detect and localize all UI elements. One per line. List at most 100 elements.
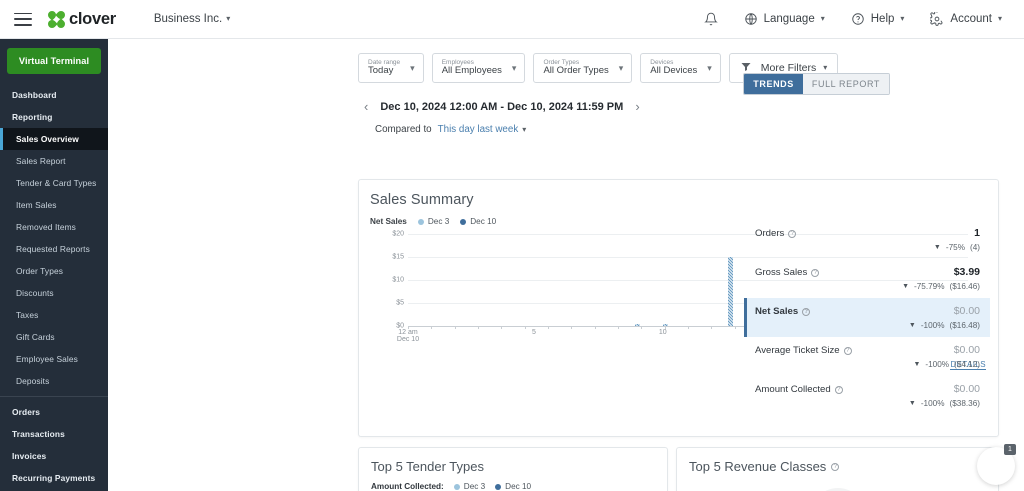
x-axis-label: 5 xyxy=(532,329,536,336)
compared-to-row: Compared to This day last week ▾ xyxy=(108,114,1024,135)
top-navigation-bar: clover Business Inc. ▾ Language ▾ xyxy=(0,0,1024,39)
trend-down-icon: ▼ xyxy=(902,283,909,290)
x-axis-tickmark xyxy=(548,326,549,329)
info-icon[interactable]: ? xyxy=(843,346,852,355)
info-icon[interactable]: ? xyxy=(811,268,820,277)
main-content: Date range Today ▾ Employees All Employees ▾ O… xyxy=(108,39,1024,491)
metric-delta-pct: -75.79% xyxy=(914,282,945,291)
account-label: Account xyxy=(950,13,992,25)
filter-employees[interactable]: Employees All Employees ▾ xyxy=(431,53,526,83)
filter-devices[interactable]: Devices All Devices ▾ xyxy=(640,53,721,83)
x-axis-tickmark xyxy=(454,326,456,329)
hamburger-icon[interactable] xyxy=(14,12,32,26)
metric-value: $0.00 xyxy=(953,305,980,317)
chevron-down-icon: ▾ xyxy=(618,62,624,73)
legend-swatch-icon xyxy=(460,218,467,225)
business-name: Business Inc. xyxy=(153,13,223,25)
sidebar-item-deposits[interactable]: Deposits xyxy=(16,376,50,386)
tender-card-title: Top 5 Tender Types xyxy=(371,459,484,474)
filter-label: Order Types xyxy=(543,58,580,66)
language-menu[interactable]: Language ▾ xyxy=(744,12,825,26)
gridline xyxy=(408,303,968,304)
sidebar-item-discounts[interactable]: Discounts xyxy=(16,288,54,298)
metric-delta-pct: -100% xyxy=(920,399,945,408)
sidebar-item-sales-overview[interactable]: Sales Overview xyxy=(0,128,108,150)
sidebar-item-order-types[interactable]: Order Types xyxy=(16,266,64,276)
tender-legend: Amount Collected: Dec 3 Dec 10 xyxy=(359,474,667,491)
chevron-down-icon: ▾ xyxy=(823,63,828,72)
metric-value: $0.00 xyxy=(953,383,980,395)
details-link[interactable]: DETAILS xyxy=(950,360,986,370)
metric-label: Average Ticket Size xyxy=(755,345,840,356)
virtual-terminal-button[interactable]: Virtual Terminal xyxy=(7,48,101,74)
filter-order-types[interactable]: Order Types All Order Types ▾ xyxy=(533,53,633,83)
info-icon[interactable]: ? xyxy=(802,307,811,316)
filter-value: All Devices xyxy=(650,65,698,77)
sidebar-item-sales-report[interactable]: Sales Report xyxy=(16,156,66,166)
info-icon[interactable]: ? xyxy=(788,229,797,238)
sidebar-item-orders[interactable]: Orders xyxy=(12,407,41,417)
info-icon[interactable]: ? xyxy=(834,385,843,394)
sidebar-divider xyxy=(0,396,108,397)
help-label: Help xyxy=(870,13,895,25)
compared-to-value: This day last week xyxy=(437,124,519,135)
sidebar-item-invoices[interactable]: Invoices xyxy=(12,451,47,461)
next-date-button[interactable]: › xyxy=(635,99,640,114)
sidebar-item-transactions[interactable]: Transactions xyxy=(12,429,65,439)
sidebar-item-taxes[interactable]: Taxes xyxy=(16,310,39,320)
sidebar-item-recurring-payments[interactable]: Recurring Payments xyxy=(12,473,96,483)
legend-swatch-icon xyxy=(417,218,424,225)
metrics-list: Orders? 1 ▼ -75% (4) Gross Sales? $3.99 ▼ -75.79… xyxy=(744,220,990,415)
filter-label: Date range xyxy=(368,58,401,66)
legend-label: Dec 10 xyxy=(470,217,497,226)
legend-item-dec10: Dec 10 xyxy=(495,482,531,491)
chevron-down-icon: ▾ xyxy=(522,124,527,134)
sidebar-item-tender-card-types[interactable]: Tender & Card Types xyxy=(16,178,97,188)
x-axis-tickmark xyxy=(618,326,619,329)
sidebar-item-gift-cards[interactable]: Gift Cards xyxy=(16,332,55,342)
help-fab-button[interactable]: 1 xyxy=(977,444,1016,485)
sidebar-item-reporting[interactable]: Reporting xyxy=(12,112,53,122)
tab-full-report[interactable]: FULL REPORT xyxy=(802,74,889,94)
help-menu[interactable]: Help ▾ xyxy=(851,12,905,26)
trend-down-icon: ▼ xyxy=(908,322,916,329)
metric-delta-pct: -100% xyxy=(925,360,950,369)
legend-item-dec3: Dec 3 xyxy=(417,217,449,226)
metric-delta-pct: -100% xyxy=(920,321,945,330)
legend-label: Dec 10 xyxy=(505,482,532,491)
question-circle-icon xyxy=(851,12,865,26)
compared-to-selector[interactable]: This day last week ▾ xyxy=(438,124,527,135)
filter-value: Today xyxy=(368,65,394,77)
chevron-down-icon: ▾ xyxy=(900,14,905,23)
tab-trends[interactable]: TRENDS xyxy=(744,74,803,94)
business-selector[interactable]: Business Inc. ▾ xyxy=(154,13,230,25)
x-axis-label: 10 xyxy=(658,329,667,336)
sidebar-item-removed-items[interactable]: Removed Items xyxy=(16,222,76,232)
gridline xyxy=(408,280,968,281)
sidebar-item-dashboard[interactable]: Dashboard xyxy=(12,90,57,100)
sidebar-item-employee-sales[interactable]: Employee Sales xyxy=(16,354,78,364)
tender-legend-label: Amount Collected: xyxy=(371,482,444,491)
metric-value: $0.00 xyxy=(953,344,980,356)
info-icon[interactable]: ? xyxy=(831,462,840,471)
x-axis-tickmark xyxy=(688,326,689,329)
filter-date-range[interactable]: Date range Today ▾ xyxy=(358,53,424,83)
logo-text: clover xyxy=(69,9,116,28)
account-menu[interactable]: Account ▾ xyxy=(930,12,1002,26)
sales-summary-legend: Net Sales Dec 3 Dec 10 xyxy=(359,208,998,226)
sidebar-item-requested-reports[interactable]: Requested Reports xyxy=(16,244,90,254)
trend-down-icon: ▼ xyxy=(933,244,941,251)
more-filters-label: More Filters xyxy=(760,62,817,74)
metric-label: Net Sales xyxy=(755,306,799,317)
sidebar-item-item-sales[interactable]: Item Sales xyxy=(16,200,57,210)
gridline xyxy=(408,257,968,258)
bell-icon[interactable] xyxy=(703,12,718,26)
metric-delta-pct: -75% xyxy=(945,243,965,252)
metric-label: Amount Collected xyxy=(755,384,831,395)
x-axis-tickmark xyxy=(571,326,573,329)
prev-date-button[interactable]: ‹ xyxy=(364,99,369,114)
chevron-down-icon: ▾ xyxy=(410,62,415,73)
filter-icon xyxy=(740,61,754,75)
view-toggle: TRENDS FULL REPORT xyxy=(743,73,890,95)
clover-logo[interactable]: clover xyxy=(46,8,116,30)
